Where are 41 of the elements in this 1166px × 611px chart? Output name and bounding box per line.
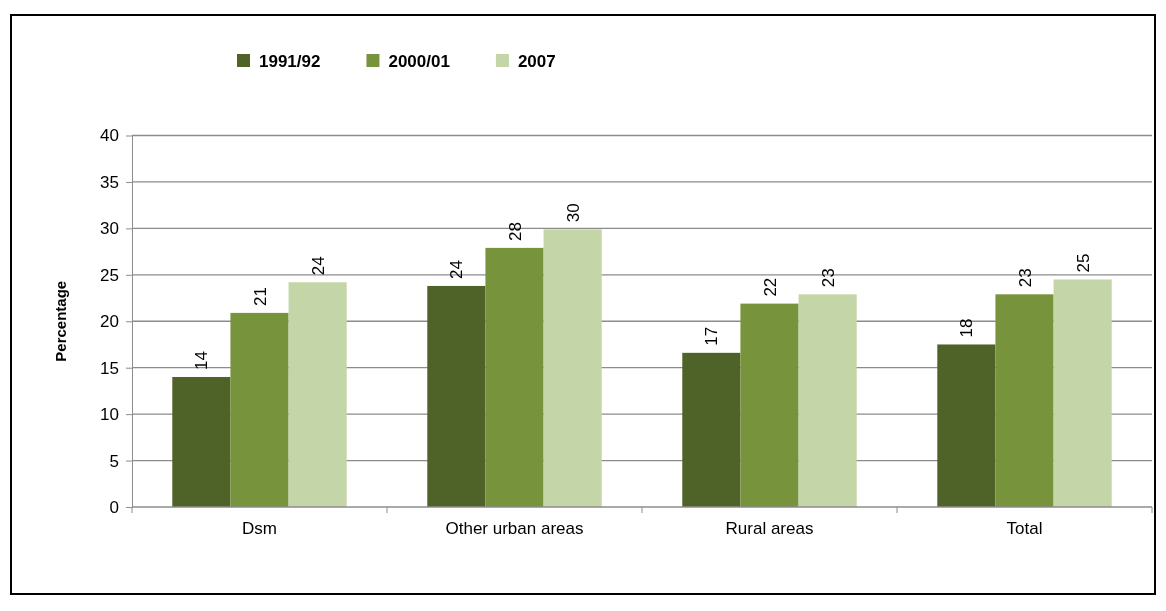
x-tick-label: Total xyxy=(1006,519,1043,538)
y-tick-label: 40 xyxy=(100,126,119,146)
bar xyxy=(543,229,602,507)
bar xyxy=(427,285,486,507)
data-label: 22 xyxy=(760,277,780,297)
bar xyxy=(937,344,996,507)
data-label: 14 xyxy=(192,351,212,370)
y-axis-title: Percentage xyxy=(52,280,69,362)
y-tick-label: 20 xyxy=(100,312,119,332)
bar xyxy=(682,352,741,507)
data-label: 18 xyxy=(957,318,977,338)
bar xyxy=(288,282,347,507)
y-tick-label: 0 xyxy=(109,497,119,517)
y-tick-label: 10 xyxy=(100,405,119,425)
legend-label: 2000/01 xyxy=(388,52,450,71)
bar xyxy=(995,294,1054,507)
y-tick-label: 30 xyxy=(100,219,119,239)
legend-label: 2007 xyxy=(517,52,556,71)
data-label: 30 xyxy=(563,203,583,223)
y-tick-label: 25 xyxy=(100,265,119,285)
y-tick-label: 5 xyxy=(109,451,119,471)
bar xyxy=(485,247,544,507)
data-label: 24 xyxy=(308,256,328,276)
data-label: 28 xyxy=(505,221,525,241)
y-tick-label: 15 xyxy=(100,358,119,378)
legend-label: 1991/92 xyxy=(259,52,321,71)
bar xyxy=(172,376,231,507)
bar xyxy=(740,303,799,507)
x-tick-label: Dsm xyxy=(242,519,277,538)
bar xyxy=(1053,279,1112,507)
data-label: 23 xyxy=(818,268,838,288)
bar xyxy=(798,294,857,507)
x-tick-label: Other urban areas xyxy=(445,519,584,538)
data-label: 21 xyxy=(250,286,270,306)
x-tick-label: Rural areas xyxy=(725,519,814,538)
data-label: 23 xyxy=(1015,268,1035,288)
data-label: 17 xyxy=(702,326,722,346)
y-tick-label: 35 xyxy=(100,172,119,192)
data-label: 25 xyxy=(1073,253,1093,273)
data-label: 24 xyxy=(447,260,467,279)
bar xyxy=(230,312,289,507)
